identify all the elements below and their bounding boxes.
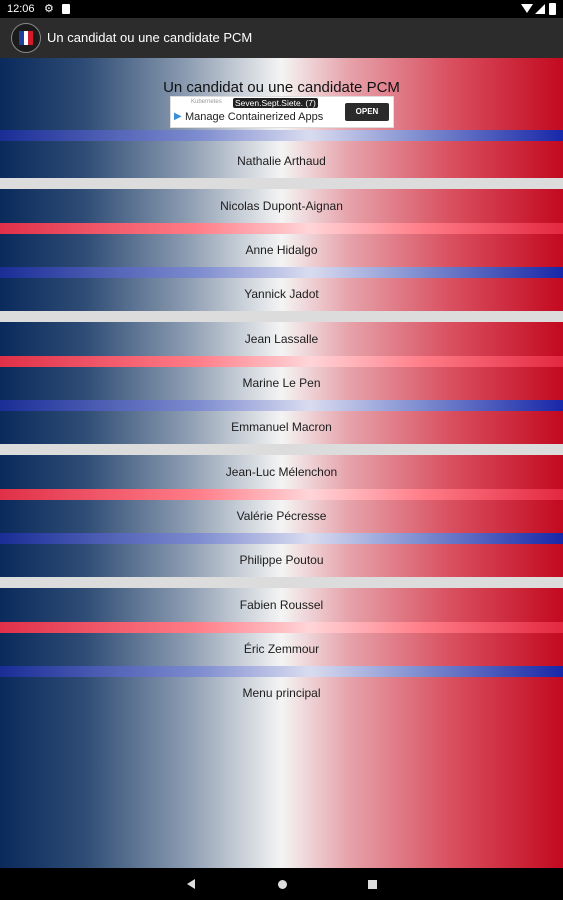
ad-open-button[interactable]: OPEN [345, 103, 389, 121]
candidate-item[interactable]: Yannick Jadot [244, 287, 319, 301]
candidate-item[interactable]: Marine Le Pen [242, 376, 321, 390]
candidate-item[interactable]: Nathalie Arthaud [237, 154, 326, 168]
home-icon[interactable] [278, 880, 287, 889]
navigation-bar [0, 868, 563, 900]
divider-red [0, 223, 563, 234]
candidate-item[interactable]: Philippe Poutou [239, 553, 324, 567]
ad-sponsor: Kubernetes [191, 99, 222, 105]
candidate-item[interactable]: Nicolas Dupont-Aignan [220, 199, 343, 213]
ad-banner[interactable]: Kubernetes Seven.Sept.Siete. (7) ▶ Manag… [170, 96, 394, 128]
candidate-item[interactable]: Jean-Luc Mélenchon [225, 465, 338, 479]
sd-card-icon [62, 4, 70, 14]
candidate-item[interactable]: Jean Lassalle [244, 332, 319, 346]
divider-red [0, 489, 563, 500]
divider-white [0, 311, 563, 322]
divider-white [0, 577, 563, 588]
signal-icon [535, 4, 545, 14]
main-menu-item[interactable]: Menu principal [242, 686, 321, 700]
divider-blue [0, 130, 563, 141]
ad-choices-icon[interactable]: ▶ [174, 111, 182, 122]
divider-blue [0, 666, 563, 677]
candidate-item[interactable]: Valérie Pécresse [236, 509, 327, 523]
divider-blue [0, 267, 563, 278]
divider-blue [0, 533, 563, 544]
divider-white [0, 178, 563, 189]
ad-text: Manage Containerized Apps [185, 111, 324, 123]
divider-red [0, 356, 563, 367]
divider-red [0, 622, 563, 633]
back-icon[interactable] [187, 879, 195, 889]
candidate-item[interactable]: Fabien Roussel [239, 598, 324, 612]
divider-white [0, 444, 563, 455]
candidate-item[interactable]: Anne Hidalgo [245, 243, 318, 257]
app-title: Un candidat ou une candidate PCM [47, 30, 253, 45]
settings-icon: ⚙ [44, 3, 54, 15]
status-bar: 12:06 ⚙ [0, 0, 563, 18]
app-bar: Un candidat ou une candidate PCM [0, 18, 563, 58]
candidate-item[interactable]: Emmanuel Macron [231, 420, 332, 434]
recent-apps-icon[interactable] [368, 880, 377, 889]
candidate-list-screen: Un candidat ou une candidate PCM Kuberne… [0, 58, 563, 868]
wifi-icon [521, 4, 533, 13]
divider-blue [0, 400, 563, 411]
candidate-item[interactable]: Éric Zemmour [243, 642, 320, 656]
page-title: Un candidat ou une candidate PCM [163, 79, 400, 96]
battery-icon [549, 3, 556, 15]
ad-badge: Seven.Sept.Siete. (7) [233, 98, 318, 108]
status-time: 12:06 [7, 3, 35, 15]
app-logo-icon [11, 23, 41, 53]
